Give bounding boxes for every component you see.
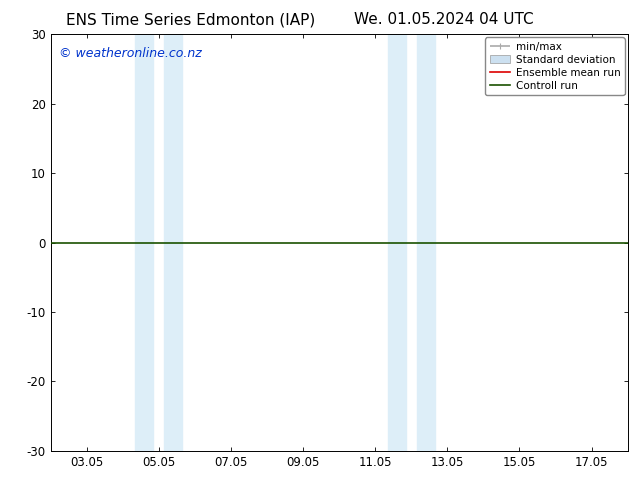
Text: ENS Time Series Edmonton (IAP): ENS Time Series Edmonton (IAP)	[65, 12, 315, 27]
Bar	[388, 34, 406, 451]
Bar	[136, 34, 153, 451]
Legend: min/max, Standard deviation, Ensemble mean run, Controll run: min/max, Standard deviation, Ensemble me…	[486, 37, 624, 95]
Bar	[417, 34, 435, 451]
Text: We. 01.05.2024 04 UTC: We. 01.05.2024 04 UTC	[354, 12, 534, 27]
Bar	[164, 34, 183, 451]
Text: © weatheronline.co.nz: © weatheronline.co.nz	[60, 47, 202, 60]
